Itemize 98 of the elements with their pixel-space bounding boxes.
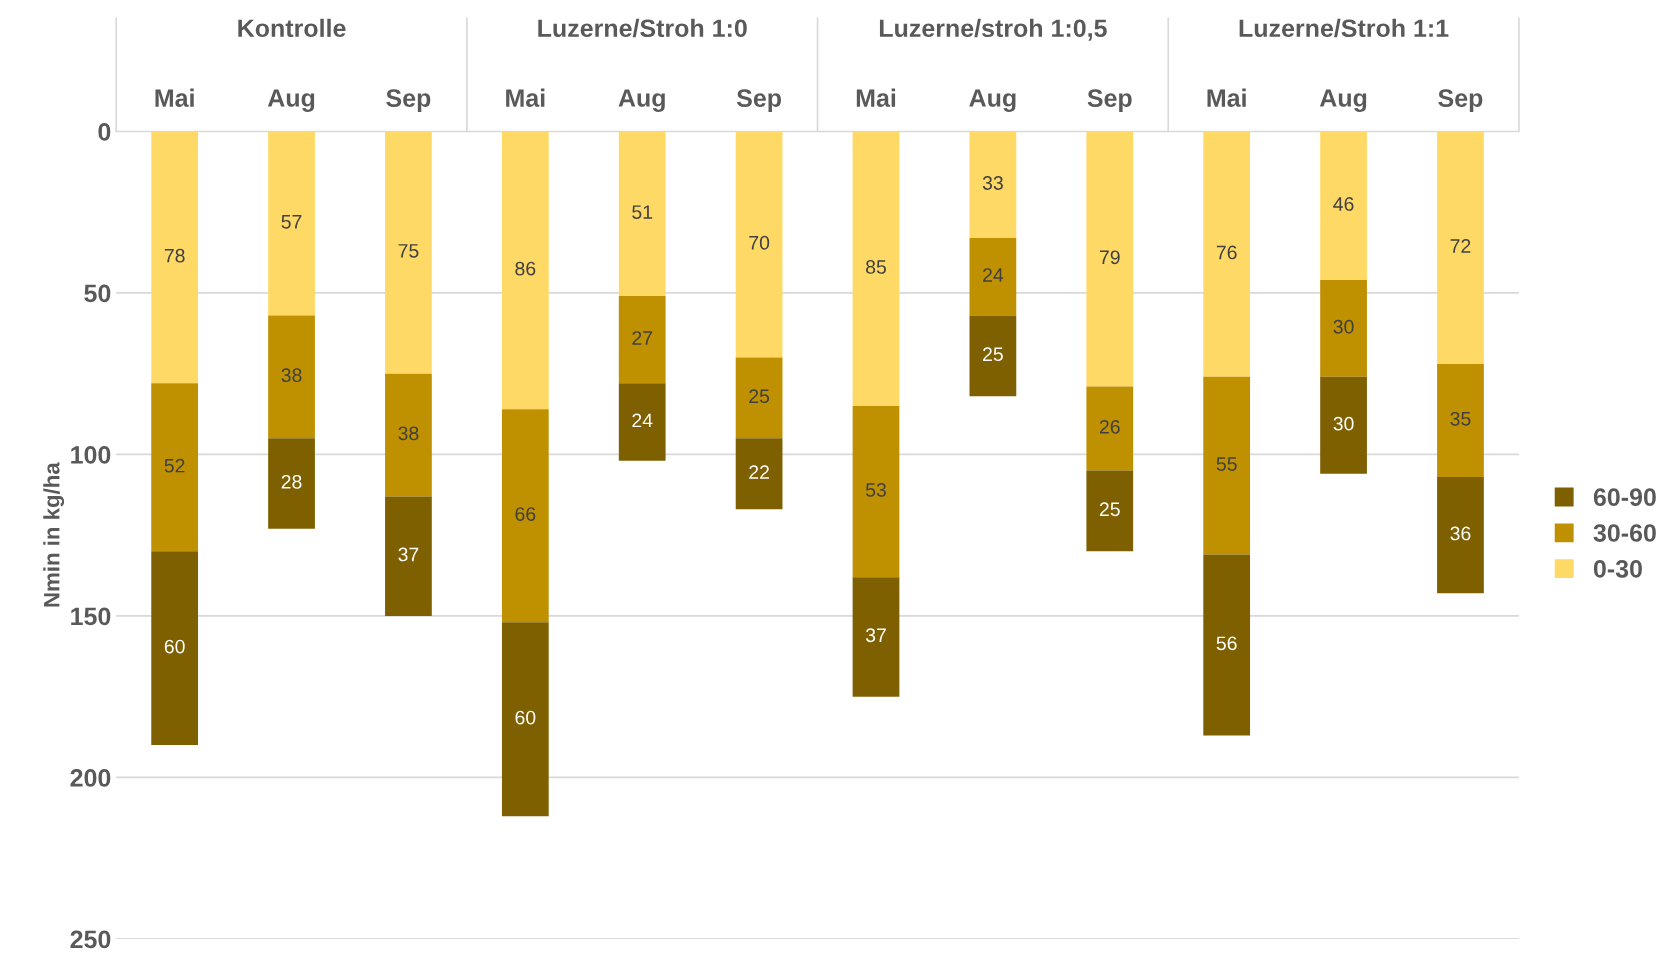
x-tick-label: Aug	[1319, 89, 1367, 112]
bar	[618, 296, 666, 384]
bar	[1086, 470, 1134, 552]
data-label: 46	[1333, 197, 1354, 211]
bar	[501, 409, 549, 623]
data-label: 79	[1099, 250, 1120, 265]
bar	[852, 131, 900, 406]
legend-label: 30-60	[1593, 524, 1656, 542]
bar	[852, 577, 900, 697]
data-label: 38	[281, 368, 302, 383]
legend-label: 60-90	[1593, 488, 1656, 507]
data-label: 30	[1333, 319, 1354, 334]
bar	[735, 438, 783, 510]
bar	[969, 315, 1017, 397]
bar	[1203, 376, 1251, 555]
bar	[969, 131, 1017, 238]
data-label: 76	[1216, 245, 1237, 260]
data-label: 26	[1099, 420, 1120, 434]
data-label: 53	[865, 482, 886, 497]
x-tick-label: Sep	[1087, 89, 1132, 112]
text: Kontrolle	[238, 18, 346, 38]
x-tick-label: Sep	[736, 89, 782, 112]
data-label: 37	[398, 547, 419, 562]
x-tick-label: Mai	[506, 88, 545, 107]
data-label: 60	[515, 710, 536, 725]
data-label: 22	[749, 465, 769, 479]
data-label: 72	[1450, 239, 1471, 253]
data-label: 57	[281, 215, 302, 229]
data-label: 37	[865, 628, 886, 643]
data-label: 36	[1450, 526, 1471, 541]
data-label: 60	[164, 639, 185, 654]
data-label: 38	[398, 426, 419, 441]
bar	[385, 131, 432, 374]
bar	[268, 315, 315, 439]
bar	[1320, 376, 1367, 474]
bar	[1086, 386, 1134, 471]
data-label: 24	[983, 268, 1004, 282]
data-label: 25	[749, 389, 770, 404]
bar	[268, 438, 315, 529]
bar	[501, 131, 549, 410]
bar	[618, 383, 666, 461]
x-tick-label: Aug	[618, 89, 665, 112]
data-label: 25	[1099, 502, 1120, 517]
bar	[1437, 131, 1484, 364]
data-label: 35	[1450, 411, 1471, 426]
x-tick-label: Mai	[155, 88, 194, 107]
y-axis-title: Nmin in kg/ha	[43, 462, 65, 607]
text: Luzerne/Stroh 1:1	[1239, 18, 1449, 38]
legend-label: 0-30	[1593, 559, 1642, 578]
y-tick-label: 250	[70, 930, 111, 949]
bar	[501, 622, 549, 817]
data-label: 55	[1216, 457, 1237, 471]
bar	[1437, 363, 1484, 477]
data-label: 52	[164, 458, 185, 473]
y-tick-label: 50	[84, 284, 111, 303]
bar	[1437, 477, 1484, 594]
data-label: 51	[632, 205, 653, 219]
bar	[735, 357, 783, 439]
y-tick-label: 0	[98, 122, 111, 141]
bar	[151, 131, 199, 384]
data-label: 86	[515, 261, 536, 276]
data-label: 56	[1216, 636, 1237, 651]
data-label: 25	[983, 347, 1003, 362]
text: Luzerne/stroh 1:0,5	[879, 18, 1107, 41]
bar	[618, 131, 666, 297]
data-label: 33	[982, 176, 1003, 190]
data-label: 75	[398, 244, 419, 258]
data-label: 30	[1333, 416, 1354, 431]
x-tick-label: Sep	[386, 89, 431, 112]
bar	[969, 237, 1017, 316]
bar	[1203, 554, 1251, 736]
x-tick-label: Sep	[1438, 89, 1483, 112]
data-label: 85	[866, 260, 886, 274]
x-tick-label: Aug	[969, 89, 1016, 112]
y-tick-label: 100	[71, 445, 111, 464]
bar	[735, 131, 783, 358]
y-tick-label: 200	[70, 769, 111, 787]
data-label: 27	[632, 331, 653, 345]
text: Luzerne/Stroh 1:0	[538, 18, 747, 38]
data-label: 78	[164, 248, 185, 263]
x-tick-label: Mai	[1207, 88, 1246, 107]
bar	[151, 383, 199, 552]
bar	[852, 405, 900, 578]
bar	[1086, 131, 1134, 387]
data-label: 66	[515, 507, 536, 521]
bar	[385, 373, 432, 497]
y-tick-label: 150	[71, 607, 111, 626]
x-tick-label: Mai	[856, 88, 896, 107]
x-tick-label: Aug	[267, 89, 315, 112]
bar	[151, 551, 199, 746]
data-label: 24	[632, 413, 653, 428]
bar	[1203, 131, 1251, 377]
data-label: 28	[281, 474, 302, 489]
bar	[385, 496, 432, 616]
bar	[1320, 131, 1367, 280]
data-label: 70	[749, 235, 770, 250]
bar	[268, 131, 315, 316]
bar	[1320, 279, 1367, 377]
